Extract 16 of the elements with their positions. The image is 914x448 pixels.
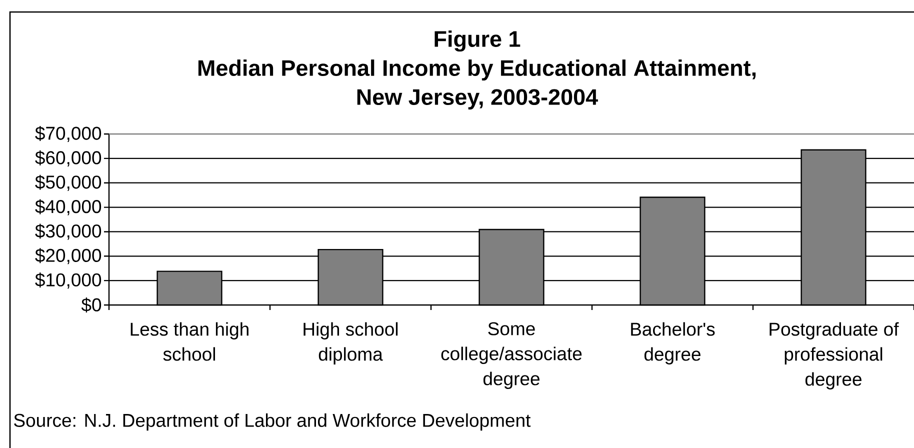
y-tick-label: $50,000 bbox=[35, 174, 102, 191]
y-tick-label: $10,000 bbox=[35, 272, 102, 289]
x-tick-label: Less than high school bbox=[130, 322, 248, 361]
y-tick-label: $30,000 bbox=[35, 224, 102, 240]
chart-title: Figure 1 bbox=[434, 30, 520, 52]
x-tick-label: Postgraduate of professional degree bbox=[770, 322, 899, 390]
chart-subtitle: Median Personal Income by Educational Attainment, New Jersey, 2003-2004 bbox=[198, 60, 756, 110]
y-tick-label: $0 bbox=[81, 298, 102, 312]
x-tick-label: Bachelor's degree bbox=[631, 322, 715, 364]
x-tick-label: Some college/associate degree bbox=[441, 322, 582, 389]
y-tick-label: $40,000 bbox=[35, 199, 102, 216]
y-tick-label: $60,000 bbox=[35, 150, 102, 166]
y-tick-label: $70,000 bbox=[35, 126, 102, 142]
source-note: Source: N.J. Department of Labor and Workforce Development bbox=[14, 413, 531, 431]
x-tick-label: High school diploma bbox=[304, 322, 398, 364]
y-tick-label: $20,000 bbox=[35, 248, 102, 264]
